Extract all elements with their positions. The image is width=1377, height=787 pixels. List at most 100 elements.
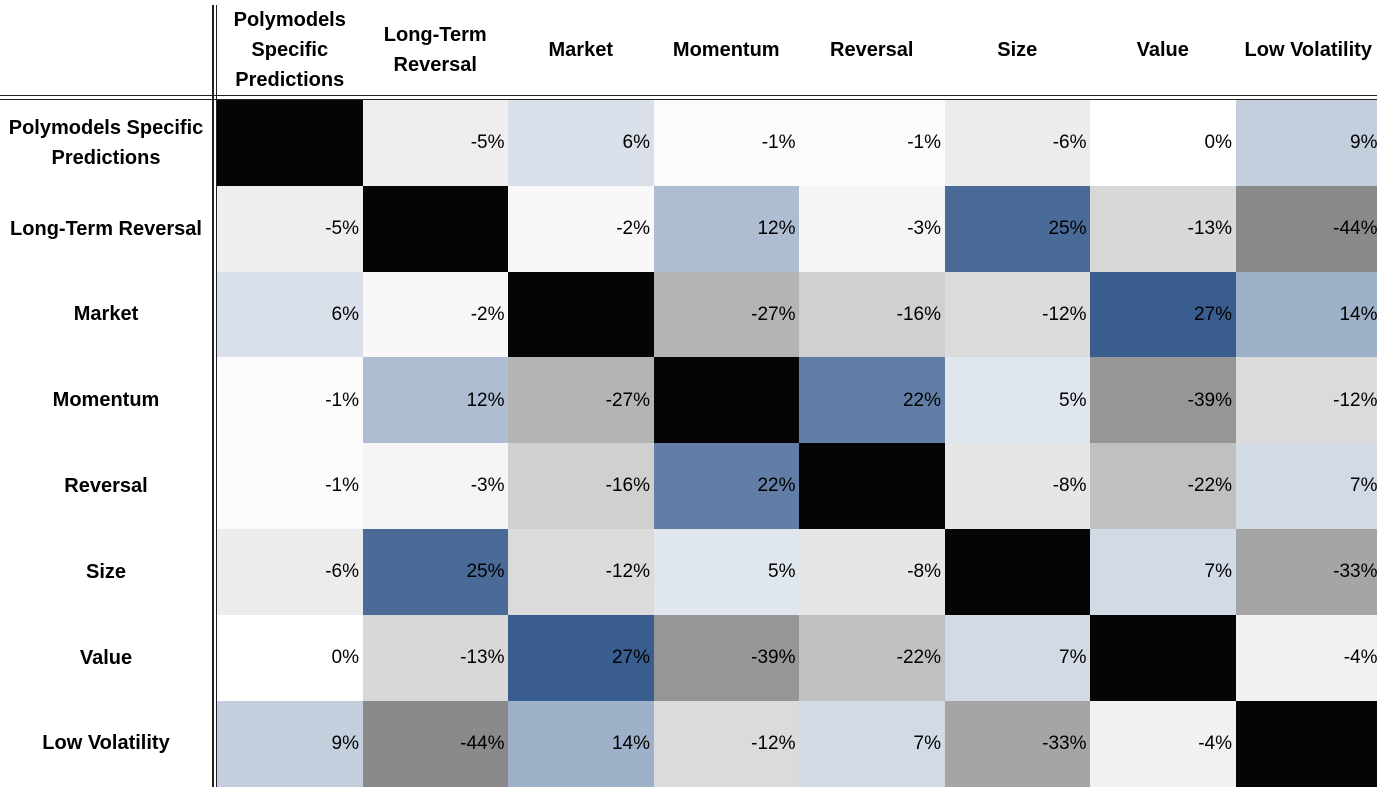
heatmap-cell: -3% [362, 443, 509, 530]
heatmap-cell: 5% [653, 529, 800, 616]
row-header-line: Long-Term Reversal [10, 217, 202, 240]
row-header-line: Polymodels Specific [8, 116, 204, 139]
column-header-line: Value [1136, 39, 1189, 61]
cell-value-label: -16% [605, 475, 650, 497]
cell-value-label: -2% [470, 303, 505, 325]
header-divider-horizontal [0, 95, 1377, 96]
heatmap-cell: -12% [653, 700, 800, 787]
row-header-line: Market [73, 303, 139, 326]
heatmap-cell: -12% [1235, 357, 1377, 444]
heatmap-cell: 12% [362, 357, 509, 444]
heatmap-cell: 6% [508, 100, 654, 187]
heatmap-cell: -13% [362, 614, 509, 702]
column-header-line: Market [548, 39, 613, 61]
heatmap-cell: -27% [508, 357, 654, 444]
cell-value-label: -5% [325, 217, 359, 239]
heatmap-cell-diagonal [944, 529, 1091, 616]
cell-value-label: -22% [896, 646, 941, 668]
heatmap-cell: -16% [508, 443, 654, 530]
heatmap-cell: -2% [508, 185, 654, 273]
heatmap-cell: 14% [1235, 271, 1377, 358]
column-header-line: Specific [251, 39, 329, 61]
column-header: Polymodels Specific Predictions [217, 5, 363, 95]
heatmap-cell: -12% [508, 529, 654, 616]
row-header-line: Momentum [52, 389, 160, 412]
column-header-line: Reversal [830, 39, 914, 61]
cell-value-label: -12% [605, 561, 650, 583]
heatmap-cell: 22% [799, 357, 945, 444]
column-header: Value [1090, 5, 1236, 95]
cell-value-label: 27% [611, 646, 650, 668]
heatmap-cell: -8% [944, 443, 1091, 530]
cell-value-label: 27% [1193, 303, 1232, 325]
heatmap-cell: -5% [217, 185, 363, 273]
cell-value-label: -39% [1187, 389, 1232, 411]
cell-value-label: -6% [325, 561, 359, 583]
heatmap-cell: 7% [799, 700, 945, 787]
heatmap-cell-diagonal [362, 185, 509, 273]
heatmap-cell: -6% [944, 100, 1091, 187]
heatmap-cell: -1% [799, 100, 945, 187]
cell-value-label: 25% [1048, 217, 1087, 239]
cell-value-label: -4% [1343, 646, 1377, 668]
row-header: Reversal [0, 443, 212, 529]
cell-value-label: 25% [466, 561, 505, 583]
heatmap-cell: 27% [1090, 271, 1236, 358]
heatmap-cell: 25% [362, 529, 509, 616]
heatmap-cell: -6% [217, 529, 363, 616]
heatmap-cell: -22% [1090, 443, 1236, 530]
cell-value-label: -1% [325, 475, 359, 497]
cell-value-label: -8% [1052, 475, 1087, 497]
row-header-line: Reversal [64, 475, 148, 498]
cell-value-label: 14% [1339, 303, 1377, 325]
heatmap-cell: 5% [944, 357, 1091, 444]
column-header-line: Momentum [672, 39, 780, 61]
cell-value-label: 5% [1059, 389, 1087, 411]
heatmap-cell: 7% [1090, 529, 1236, 616]
heatmap-cell: 6% [217, 271, 363, 358]
heatmap-cell-diagonal [217, 100, 363, 187]
cell-value-label: 9% [331, 732, 359, 754]
row-header-line: Predictions [51, 146, 161, 169]
heatmap-cell-diagonal [653, 357, 800, 444]
heatmap-cell: 0% [1090, 100, 1236, 187]
cell-value-label: -12% [751, 732, 796, 754]
heatmap-cell: 9% [1235, 100, 1377, 187]
cell-value-label: -12% [1333, 389, 1377, 411]
cell-value-label: -6% [1052, 132, 1087, 154]
cell-value-label: 9% [1350, 132, 1377, 154]
heatmap-cell: -44% [1235, 185, 1377, 273]
column-header-line: Low Volatility [1244, 39, 1372, 61]
row-header: Momentum [0, 357, 212, 443]
row-header: Low Volatility [0, 701, 212, 787]
cell-value-label: 14% [611, 732, 650, 754]
cell-value-label: -33% [1042, 732, 1087, 754]
cell-value-label: 5% [768, 561, 796, 583]
cell-value-label: -1% [761, 132, 796, 154]
heatmap-cell: -1% [217, 357, 363, 444]
cell-value-label: -22% [1187, 475, 1232, 497]
column-header: Low Volatility [1236, 5, 1377, 95]
column-header: Reversal [799, 5, 945, 95]
column-header-line: Long-Term [383, 24, 487, 46]
heatmap-cell: -3% [799, 185, 945, 273]
row-header-line: Low Volatility [42, 732, 170, 755]
cell-value-label: -1% [907, 132, 941, 154]
heatmap-cell: -4% [1235, 614, 1377, 702]
cell-value-label: -27% [605, 389, 650, 411]
column-header: Market [508, 5, 654, 95]
column-header-line: Predictions [235, 69, 345, 91]
row-header: Value [0, 615, 212, 701]
row-header: Polymodels Specific Predictions [0, 100, 212, 186]
heatmap-cell-diagonal [799, 443, 945, 530]
cell-value-label: -4% [1198, 732, 1232, 754]
column-header: Momentum [654, 5, 800, 95]
heatmap-cell: -2% [362, 271, 509, 358]
heatmap-cell: -16% [799, 271, 945, 358]
cell-value-label: 22% [902, 389, 941, 411]
cell-value-label: 12% [466, 389, 505, 411]
cell-value-label: -27% [751, 303, 796, 325]
cell-value-label: 0% [1204, 132, 1232, 154]
column-header-line: Reversal [393, 54, 477, 76]
